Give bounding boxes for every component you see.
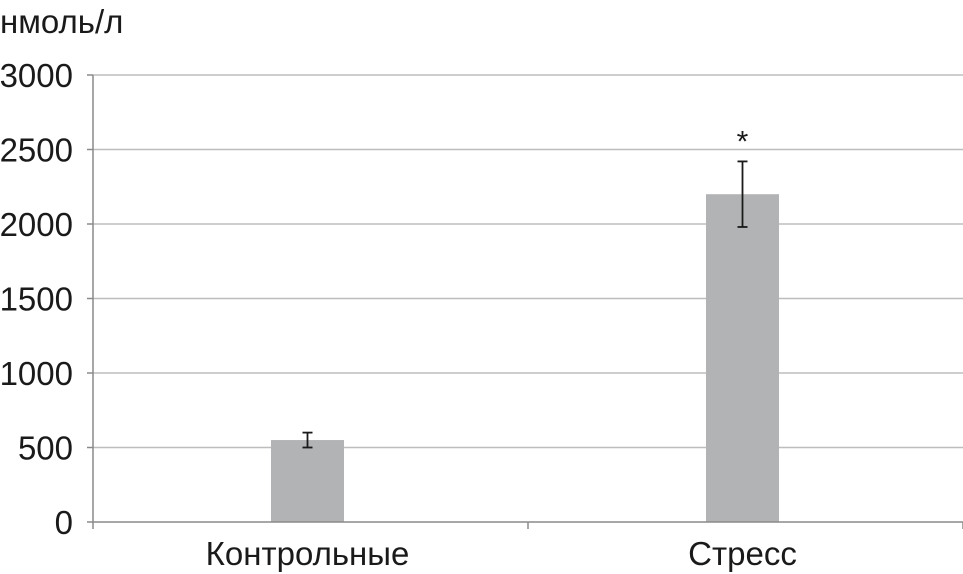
- y-tick-label: 2000: [0, 206, 73, 243]
- y-tick-label: 2500: [0, 132, 73, 169]
- x-category-label: Стресс: [688, 535, 797, 572]
- y-tick-label: 500: [18, 430, 73, 467]
- y-tick-label: 1000: [0, 355, 73, 392]
- x-category-label: Контрольные: [206, 535, 410, 572]
- axes: [87, 74, 963, 529]
- labels: нмоль/л 0 500 1000 1500 2000 2500 3000 Контроль…: [0, 3, 797, 572]
- y-axis-unit-label: нмоль/л: [0, 3, 123, 40]
- y-tick-label: 0: [55, 504, 73, 541]
- significance-marker: *: [737, 125, 749, 158]
- y-tick-label: 1500: [0, 281, 73, 318]
- y-tick-label: 3000: [0, 57, 73, 94]
- bar: [271, 440, 344, 522]
- bar: [706, 194, 779, 522]
- gridlines: [93, 74, 963, 449]
- bars: [271, 194, 779, 522]
- error-bars: [302, 160, 748, 449]
